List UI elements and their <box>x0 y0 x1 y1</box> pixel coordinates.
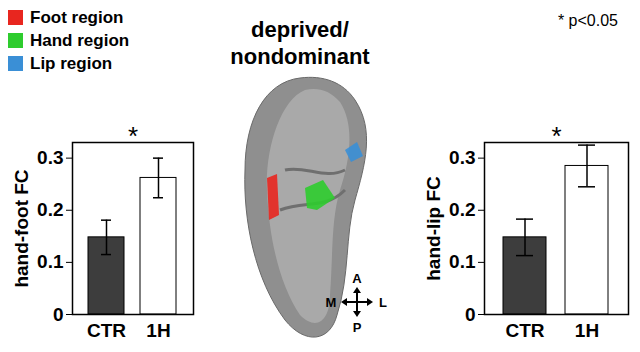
svg-text:P: P <box>353 320 362 335</box>
svg-text:L: L <box>379 295 387 310</box>
svg-text:hand-lip FC: hand-lip FC <box>423 176 444 281</box>
html-text:Lip region: Lip region <box>30 53 113 73</box>
svg-text:CTR: CTR <box>87 320 126 341</box>
svg-text:0.3: 0.3 <box>37 147 63 168</box>
svg-text:*: * <box>128 121 138 151</box>
svg-text:0.1: 0.1 <box>449 251 476 272</box>
svg-text:0.2: 0.2 <box>449 199 475 220</box>
svg-text:hand-foot FC: hand-foot FC <box>11 169 32 287</box>
html-text:Hand region: Hand region <box>30 30 130 50</box>
svg-text:1H: 1H <box>575 320 599 341</box>
html-text:* p<0.05: * p<0.05 <box>557 12 618 29</box>
svg-text:*: * <box>551 121 561 151</box>
svg-text:CTR: CTR <box>505 320 544 341</box>
svg-text:0: 0 <box>53 304 64 325</box>
svg-text:0: 0 <box>465 304 476 325</box>
html-text:Foot region: Foot region <box>30 7 124 27</box>
html-text:deprived/: deprived/ <box>251 17 349 42</box>
svg-text:0.2: 0.2 <box>37 199 63 220</box>
svg-text:0.3: 0.3 <box>449 147 475 168</box>
svg-text:1H: 1H <box>146 320 170 341</box>
svg-text:0.1: 0.1 <box>37 251 64 272</box>
svg-text:M: M <box>326 295 337 310</box>
html-text:nondominant: nondominant <box>230 44 370 69</box>
svg-text:A: A <box>352 271 362 286</box>
